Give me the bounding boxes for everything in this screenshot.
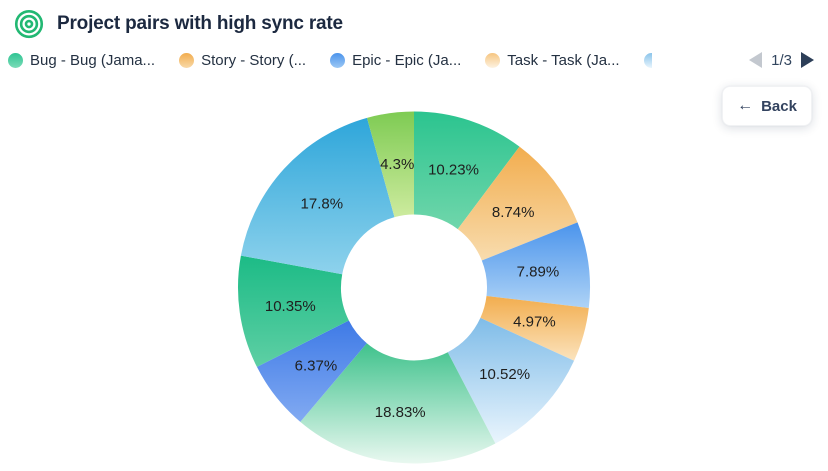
- legend-item-label: Bug - Bug (Jama...: [30, 51, 156, 69]
- pie-slice[interactable]: [447, 317, 575, 444]
- legend-item-partial[interactable]: [643, 52, 652, 68]
- legend-pagination: 1/3: [749, 52, 814, 69]
- legend-color-dot-icon: [330, 52, 346, 68]
- legend-color-dot-icon: [8, 52, 23, 68]
- chart-title: Project pairs with high sync rate: [57, 13, 343, 34]
- legend-item[interactable]: Task - Task (Ja...: [485, 51, 620, 69]
- pie-slice[interactable]: [300, 343, 496, 464]
- target-icon: [14, 9, 44, 39]
- legend-item-label: Epic - Epic (Ja...: [352, 51, 462, 69]
- back-arrow-icon: ←: [737, 97, 754, 114]
- pie-slice[interactable]: [240, 117, 395, 275]
- pie-slice[interactable]: [256, 320, 367, 422]
- pie-slice[interactable]: [457, 146, 578, 261]
- back-label: Back: [761, 97, 797, 115]
- back-button[interactable]: ← Back: [722, 86, 812, 126]
- legend-item-label: Story - Story (...: [201, 51, 307, 69]
- legend-color-dot-icon: [485, 52, 501, 68]
- pie-slice[interactable]: [367, 111, 414, 218]
- chart-header: Project pairs with high sync rate: [0, 0, 828, 39]
- legend-row: Bug - Bug (Jama... Story - Story (... Epic…: [8, 49, 814, 71]
- pie-slice[interactable]: [480, 296, 589, 361]
- legend-item[interactable]: Story - Story (...: [179, 52, 306, 69]
- page-indicator: 1/3: [771, 51, 792, 69]
- legend-item-label: Task - Task (Ja...: [507, 51, 620, 69]
- legend-item[interactable]: Epic - Epic (Ja...: [330, 52, 461, 69]
- pie-slice[interactable]: [414, 111, 520, 230]
- legend-items: Bug - Bug (Jama... Story - Story (... Epic…: [8, 52, 731, 69]
- prev-page-arrow[interactable]: [749, 52, 763, 68]
- pie-slice[interactable]: [237, 255, 349, 367]
- pie-slice[interactable]: [481, 222, 591, 309]
- legend-color-dot-icon: [179, 52, 195, 68]
- legend-color-dot-icon: [643, 52, 652, 68]
- legend-item[interactable]: Bug - Bug (Jama...: [8, 52, 155, 69]
- next-page-arrow[interactable]: [801, 52, 814, 68]
